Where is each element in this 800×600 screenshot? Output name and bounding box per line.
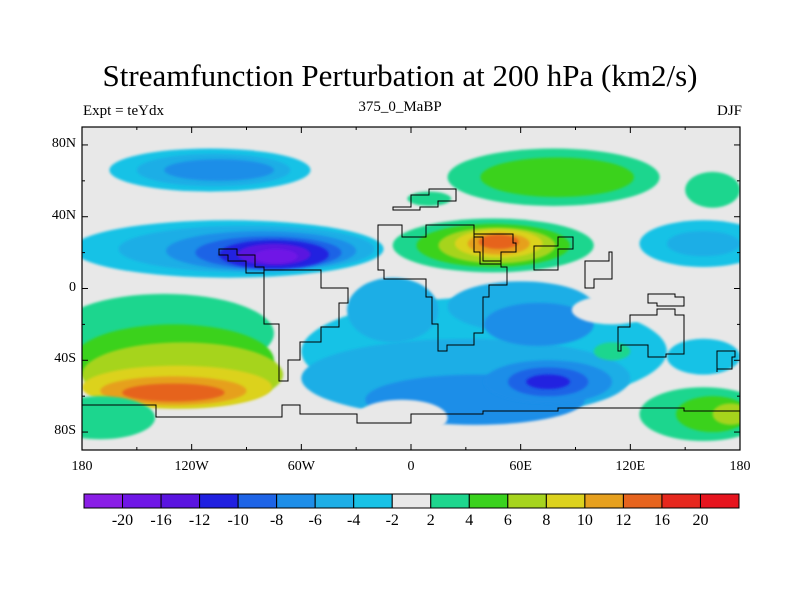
colorbar-label: -6 [308,512,322,529]
y-tick-label: 80S [54,423,76,439]
colorbar-swatch-5 [276,493,316,509]
colorbar-swatch-10 [468,493,509,509]
colorbar-swatch-12 [545,493,586,509]
x-tick-label: 60W [287,459,315,474]
contour-fill-12 [253,249,298,264]
x-tick-label: 0 [407,459,415,474]
y-tick-label: 40N [51,207,76,223]
colorbar-label: -12 [188,512,211,529]
contour-fill-32 [526,374,571,389]
colorbar-label: 16 [653,512,670,529]
y-tick-label: 40S [54,351,76,367]
colorbar-label: 8 [542,512,551,529]
colorbar-label: -4 [347,512,361,529]
contour-fill-2 [164,159,274,181]
coastline-segment-2 [392,188,457,211]
contour-fill-33 [347,277,439,343]
coastline-segment-0 [377,224,508,352]
run-label: 375_0_MaBP [358,99,442,115]
colorbar-swatch-16 [699,493,740,509]
season-label: DJF [716,103,742,119]
colorbar-swatch-15 [661,493,701,509]
colorbar-swatch-8 [391,493,432,509]
colorbar-swatch-1 [122,493,162,509]
contour-fill-26 [122,383,225,402]
colorbar-label: 4 [465,512,474,529]
colorbar-swatch-4 [237,493,278,509]
x-tick-label: 180 [71,459,93,474]
colorbar [83,493,740,509]
contour-fill-40 [712,403,740,425]
coastline-segment-6 [647,293,685,307]
contour-fill-14 [666,231,740,257]
x-tick-label: 120E [615,459,646,474]
colorbar-label: 12 [615,512,632,529]
zero-gap-2 [283,414,357,443]
x-tick-label: 60E [509,459,532,474]
x-tick-label: 120W [174,459,209,474]
colorbar-label: -8 [269,512,284,529]
colorbar-label: -20 [111,512,134,529]
colorbar-label: 20 [692,512,709,529]
coastline-segment-9 [82,404,740,450]
colorbar-label: 10 [576,512,593,529]
experiment-label: Expt = teYdx [83,103,164,119]
colorbar-swatch-2 [160,493,201,509]
contour-fill-35 [484,302,594,346]
colorbar-label: 2 [426,512,435,529]
colorbar-swatch-3 [199,493,239,509]
coastline-segment-3 [533,236,574,271]
chart-title: Streamfunction Perturbation at 200 hPa (… [102,58,698,93]
coastline-segment-7 [263,269,349,382]
colorbar-label: -16 [150,512,172,529]
contour-fill-20 [478,234,519,250]
colorbar-label: -2 [385,512,399,529]
contour-fill-5 [685,171,740,208]
colorbar-swatch-9 [430,493,470,509]
zero-gap-1 [571,295,653,325]
coastline-segment-8 [218,248,265,274]
y-tick-label: 80N [51,135,76,151]
colorbar-swatch-14 [622,493,663,509]
coastline-segment-10 [716,350,736,372]
colorbar-swatch-6 [314,493,355,509]
axis-ticks [81,127,741,450]
coastline-segment-4 [584,251,613,289]
streamfunction-field [82,127,740,450]
colorbar-swatch-13 [584,493,624,509]
colorbar-swatch-7 [353,493,393,509]
contour-fill-4 [480,157,634,197]
colorbar-label: 6 [503,512,512,529]
y-tick-label: 0 [69,279,76,295]
zero-gap-0 [356,399,448,436]
colorbar-swatch-11 [507,493,547,509]
coastline-segment-1 [473,233,517,265]
contour-fill-37 [666,338,740,375]
x-tick-label: 180 [729,459,751,474]
colorbar-label: -10 [227,512,249,529]
coastline [82,188,740,450]
coastline-segment-5 [617,308,685,358]
contour-fill-41 [82,396,156,440]
colorbar-swatch-0 [83,493,124,509]
